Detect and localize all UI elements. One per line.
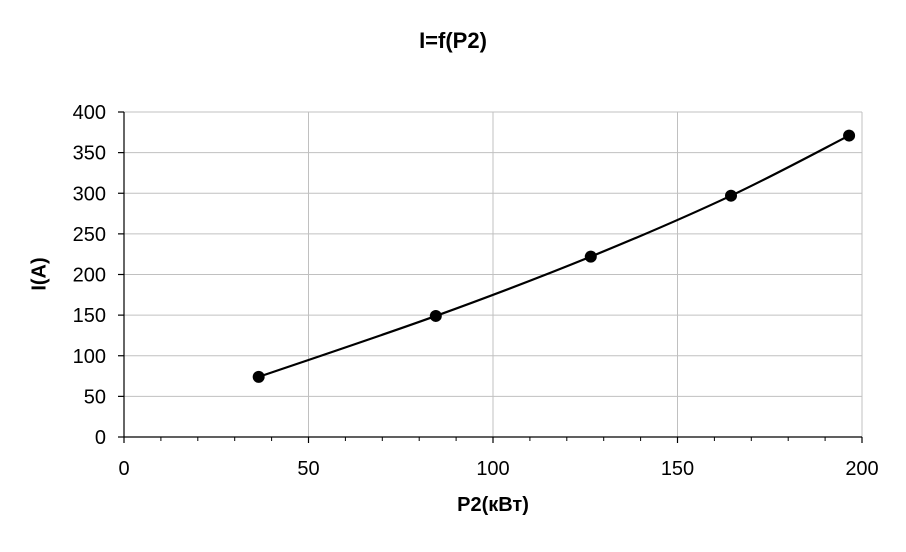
y-tick-label: 100 <box>73 346 106 368</box>
series-line <box>258 134 850 378</box>
series-group <box>252 129 856 383</box>
axes <box>118 111 863 443</box>
y-tick-label: 200 <box>73 265 106 287</box>
y-tick-label: 250 <box>73 224 106 246</box>
x-tick-label: 50 <box>297 458 319 480</box>
data-point <box>429 309 442 322</box>
x-tick-label: 100 <box>476 458 509 480</box>
x-tick-label: 0 <box>118 458 129 480</box>
y-tick-label: 400 <box>73 102 106 124</box>
y-tick-label: 150 <box>73 305 106 327</box>
x-tick-label: 150 <box>661 458 694 480</box>
chart-title: I=f(P2) <box>419 28 487 53</box>
x-axis-label: P2(кВт) <box>457 494 529 516</box>
grid <box>124 111 863 437</box>
y-tick-label: 300 <box>73 183 106 205</box>
y-tick-label: 50 <box>84 386 106 408</box>
data-point <box>725 189 738 202</box>
data-point <box>843 129 856 142</box>
data-point <box>584 250 597 263</box>
y-tick-label: 0 <box>95 427 106 449</box>
x-tick-label: 200 <box>845 458 878 480</box>
data-point <box>252 370 265 383</box>
y-tick-label: 350 <box>73 143 106 165</box>
tick-labels: 0 50 100 150 200 250 300 350 400 0 50 100 150 200 <box>73 102 879 480</box>
